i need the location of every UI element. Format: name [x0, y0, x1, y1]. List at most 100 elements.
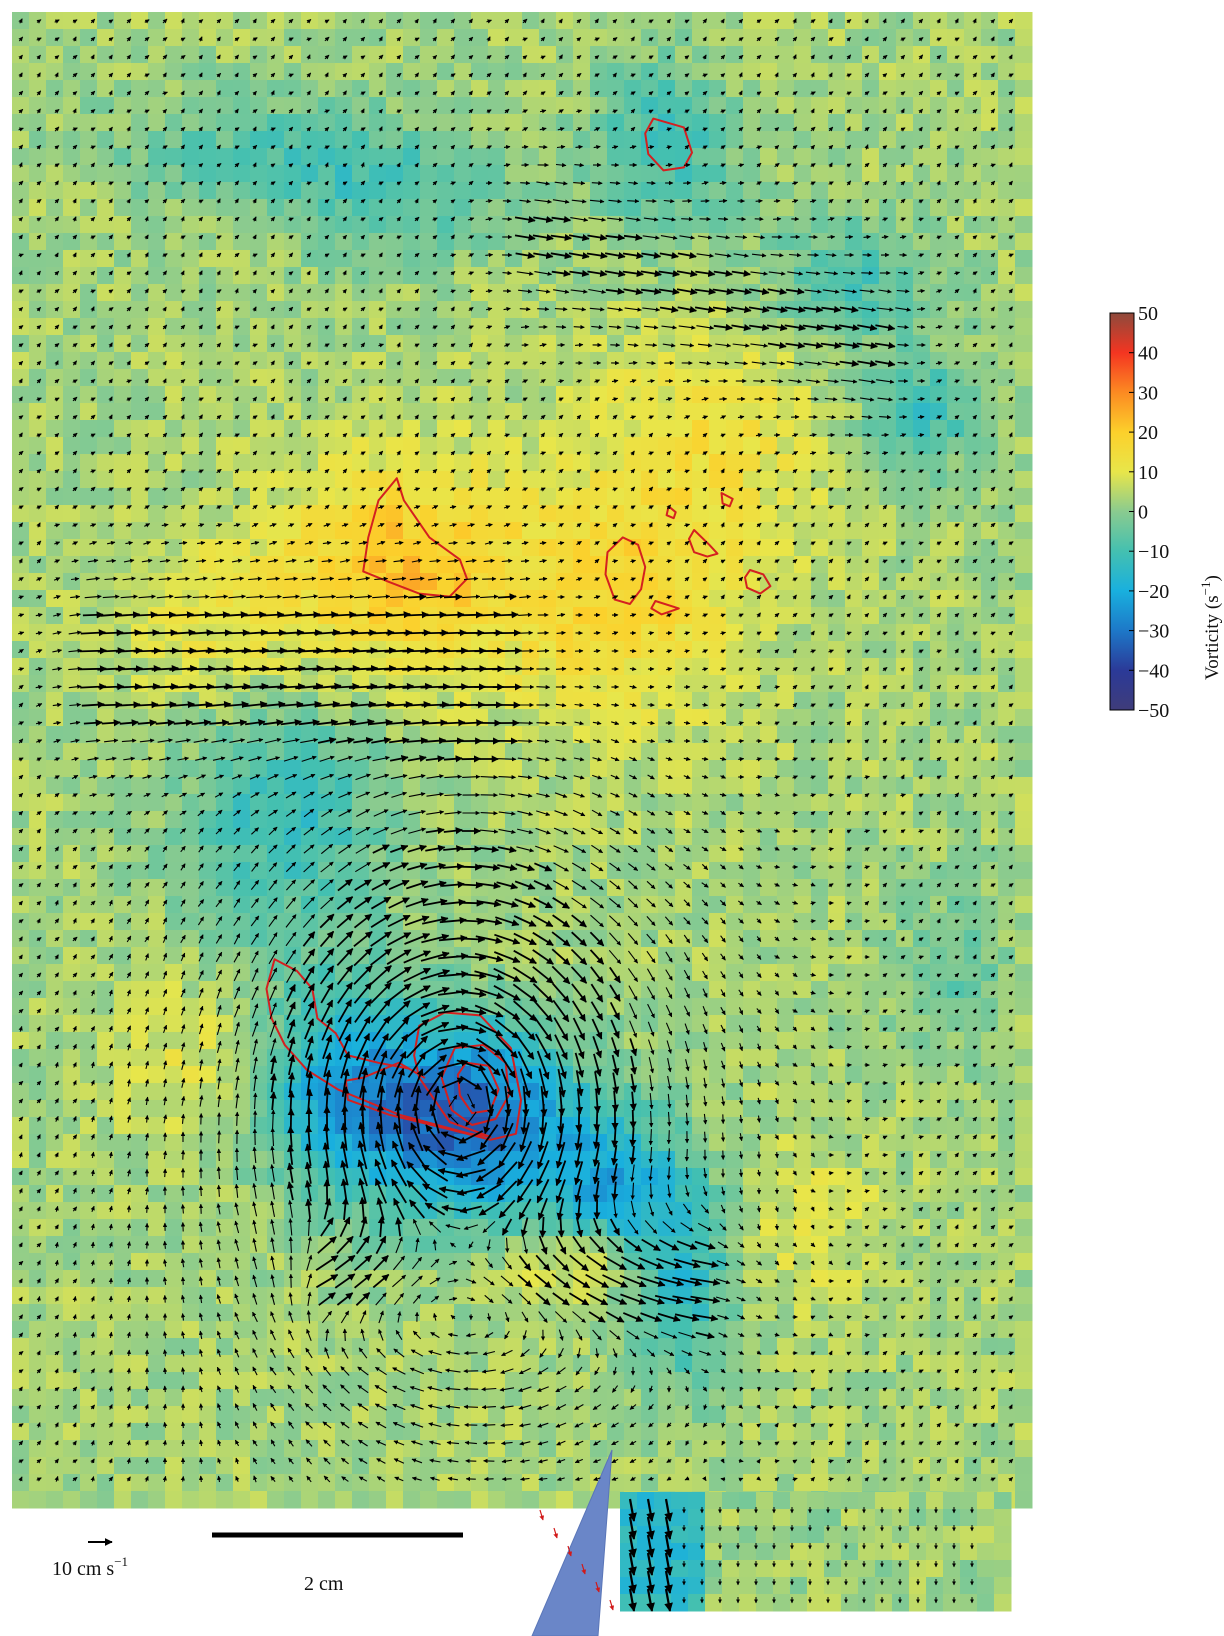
heatmap-cell: [743, 454, 761, 472]
heatmap-cell: [318, 556, 336, 574]
heatmap-cell: [284, 148, 302, 166]
heatmap-cell: [794, 947, 812, 965]
heatmap-cell: [607, 182, 625, 200]
heatmap-cell: [63, 573, 81, 591]
heatmap-cell: [182, 352, 200, 370]
heatmap-cell: [386, 216, 404, 234]
heatmap-cell: [284, 777, 302, 795]
heatmap-cell: [760, 233, 778, 251]
heatmap-cell: [641, 1134, 659, 1152]
heatmap-cell: [828, 1389, 846, 1407]
heatmap-cell: [607, 46, 625, 64]
heatmap-cell: [250, 80, 268, 98]
heatmap-cell: [675, 1372, 693, 1390]
heatmap-cell: [760, 12, 778, 30]
heatmap-cell: [777, 692, 795, 710]
heatmap-cell: [794, 879, 812, 897]
heatmap-cell: [879, 182, 897, 200]
heatmap-cell: [624, 131, 642, 149]
heatmap-cell: [590, 420, 608, 438]
heatmap-cell: [760, 97, 778, 115]
heatmap-cell: [913, 148, 931, 166]
heatmap-cell: [777, 1253, 795, 1271]
heatmap-cell: [29, 981, 47, 999]
heatmap-cell: [896, 760, 914, 778]
heatmap-cell: [811, 148, 829, 166]
heatmap-cell: [845, 1134, 863, 1152]
heatmap-cell: [573, 1185, 591, 1203]
heatmap-cell: [267, 1134, 285, 1152]
heatmap-cell: [811, 760, 829, 778]
heatmap-cell: [131, 590, 149, 608]
heatmap-cell: [369, 556, 387, 574]
heatmap-cell: [522, 454, 540, 472]
heatmap-cell: [488, 743, 506, 761]
heatmap-cell: [46, 1117, 64, 1135]
heatmap-cell: [250, 1185, 268, 1203]
heatmap-cell: [590, 658, 608, 676]
heatmap-cell: [828, 913, 846, 931]
heatmap-cell: [522, 369, 540, 387]
heatmap-cell: [658, 199, 676, 217]
heatmap-cell: [947, 80, 965, 98]
heatmap-cell: [335, 63, 353, 81]
heatmap-cell: [250, 352, 268, 370]
heatmap-cell: [80, 454, 98, 472]
heatmap-cell: [12, 1151, 30, 1169]
heatmap-cell: [794, 1355, 812, 1373]
heatmap-cell: [964, 862, 982, 880]
heatmap-cell: [709, 182, 727, 200]
heatmap-cell: [828, 488, 846, 506]
heatmap-cell: [743, 199, 761, 217]
heatmap-cell: [97, 539, 115, 557]
heatmap-cell: [522, 182, 540, 200]
heatmap-cell: [607, 29, 625, 47]
heatmap-cell: [930, 46, 948, 64]
heatmap-cell: [420, 352, 438, 370]
heatmap-cell: [726, 12, 744, 30]
heatmap-cell: [46, 913, 64, 931]
heatmap-cell: [454, 114, 472, 132]
heatmap-cell: [318, 845, 336, 863]
heatmap-cell: [182, 1304, 200, 1322]
heatmap-cell: [743, 624, 761, 642]
heatmap-cell: [63, 352, 81, 370]
heatmap-cell: [896, 12, 914, 30]
heatmap-cell: [454, 233, 472, 251]
heatmap-cell: [981, 998, 999, 1016]
heatmap-cell: [369, 505, 387, 523]
heatmap-cell: [386, 148, 404, 166]
heatmap-cell: [743, 879, 761, 897]
heatmap-cell: [726, 148, 744, 166]
heatmap-cell: [675, 1236, 693, 1254]
heatmap-cell: [845, 641, 863, 659]
heatmap-cell: [80, 828, 98, 846]
heatmap-cell: [828, 879, 846, 897]
heatmap-cell: [369, 471, 387, 489]
heatmap-cell: [930, 794, 948, 812]
heatmap-cell: [80, 12, 98, 30]
heatmap-cell: [930, 760, 948, 778]
heatmap-cell: [284, 250, 302, 268]
heatmap-cell: [794, 29, 812, 47]
heatmap-cell: [828, 80, 846, 98]
heatmap-cell: [522, 148, 540, 166]
heatmap-cell: [879, 692, 897, 710]
heatmap-cell: [352, 1338, 370, 1356]
heatmap-cell: [692, 930, 710, 948]
heatmap-cell: [828, 964, 846, 982]
heatmap-cell: [284, 488, 302, 506]
heatmap-cell: [998, 1372, 1016, 1390]
heatmap-cell: [488, 998, 506, 1016]
heatmap-cell: [420, 1389, 438, 1407]
heatmap-cell: [896, 403, 914, 421]
heatmap-cell: [352, 964, 370, 982]
heatmap-cell: [794, 692, 812, 710]
heatmap-cell: [760, 658, 778, 676]
heatmap-cell: [539, 777, 557, 795]
heatmap-cell: [199, 488, 217, 506]
heatmap-cell: [165, 1117, 183, 1135]
heatmap-cell: [420, 1219, 438, 1237]
heatmap-cell: [879, 1219, 897, 1237]
heatmap-cell: [658, 1338, 676, 1356]
